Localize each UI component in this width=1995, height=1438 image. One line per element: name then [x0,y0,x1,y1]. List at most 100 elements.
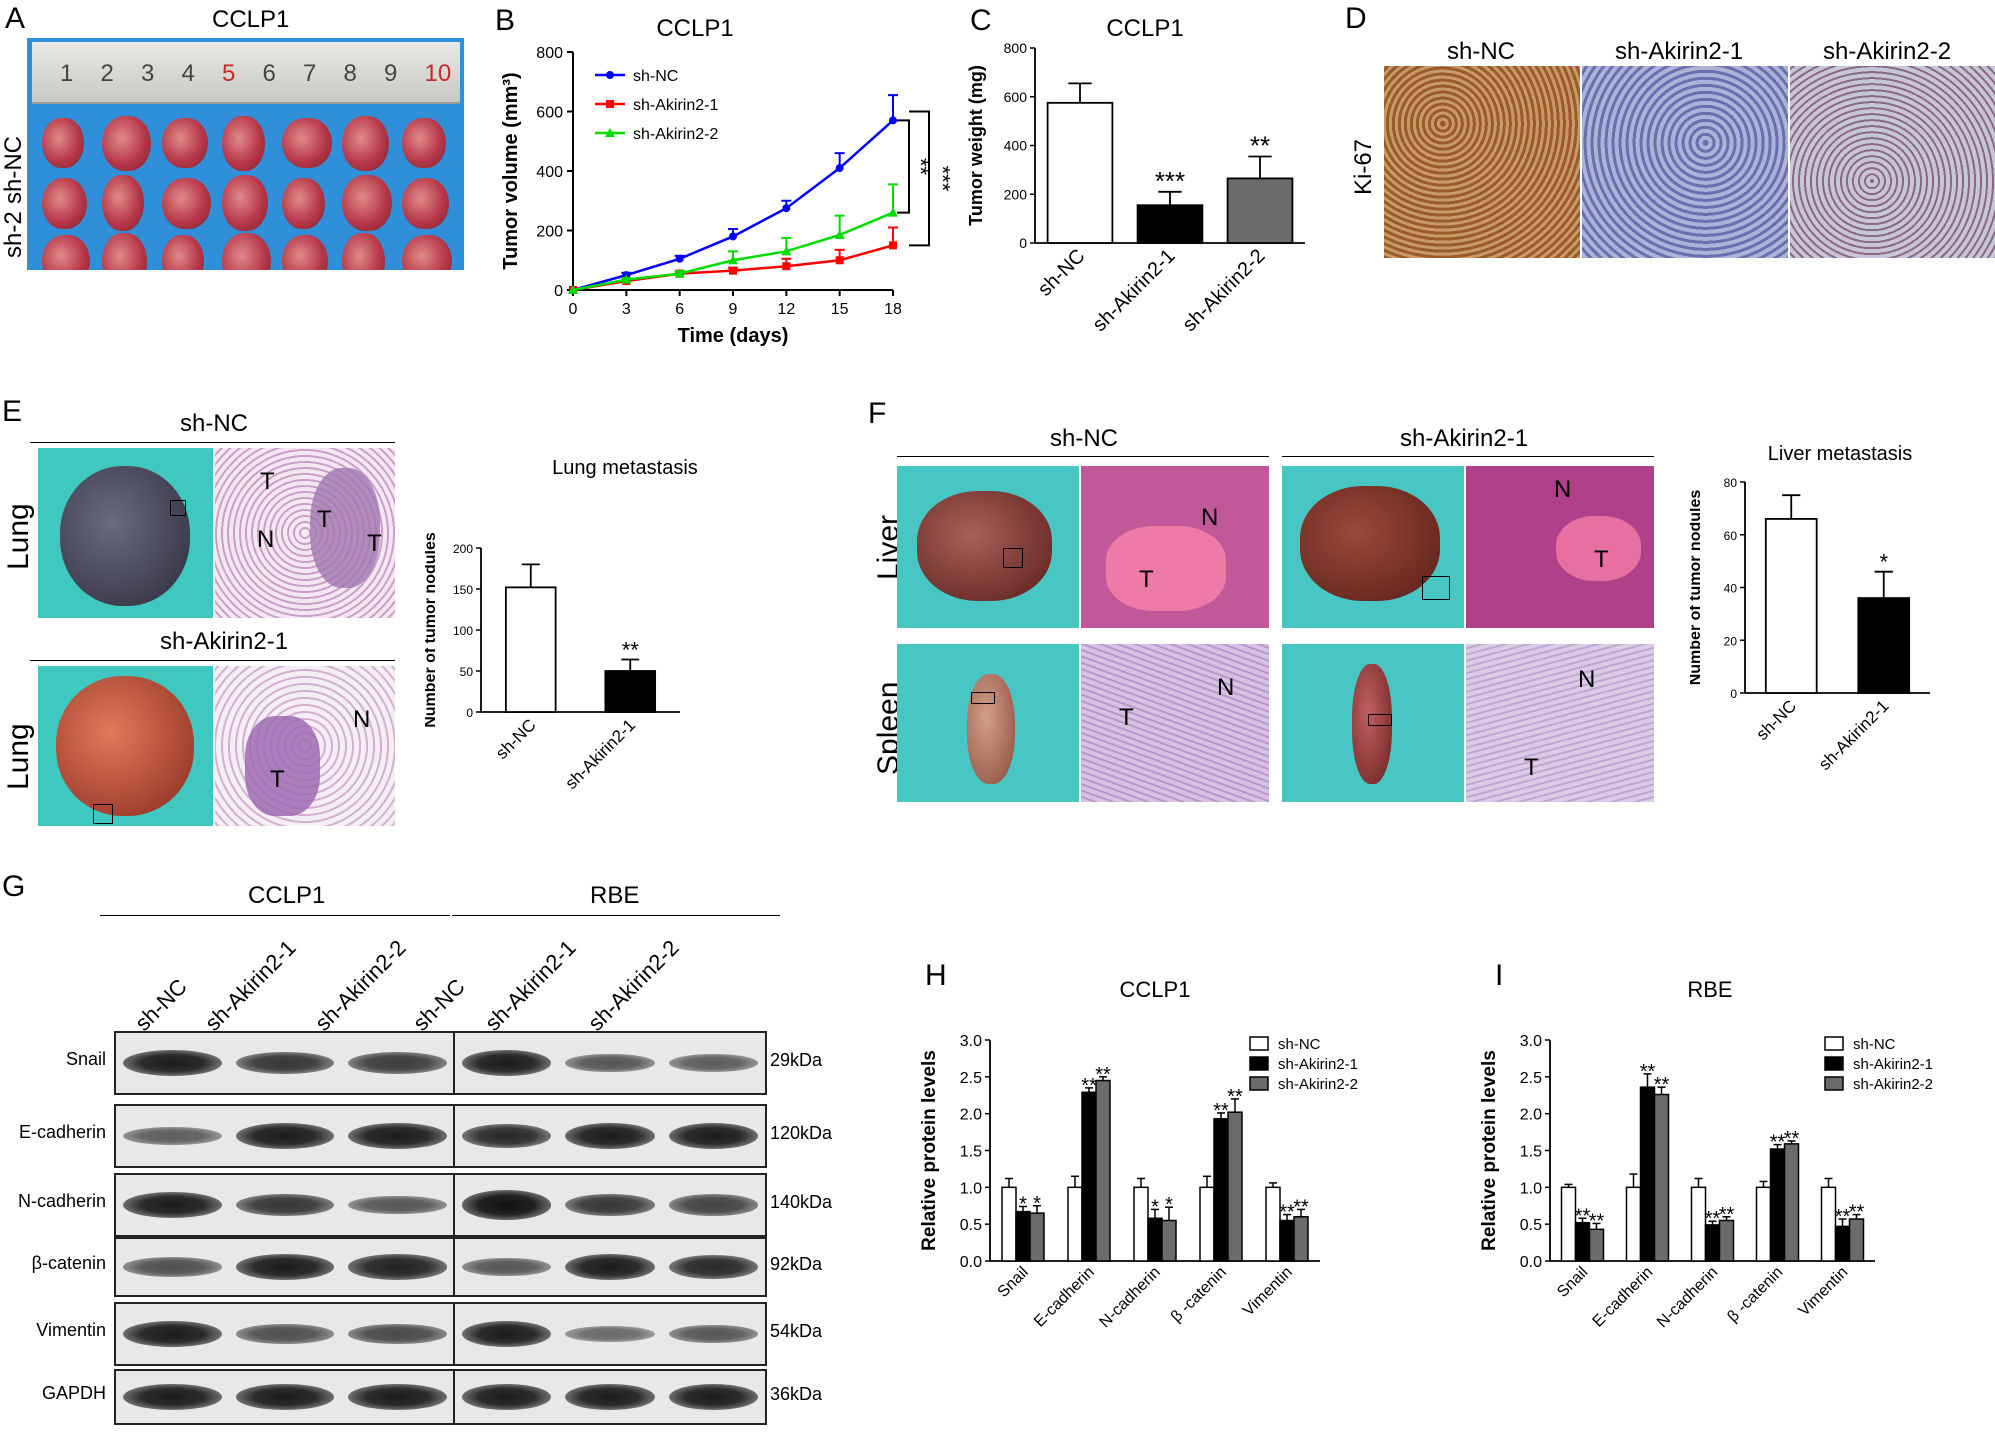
blot-band [235,1193,335,1217]
tumor-photo: 1 2 3 4 5 6 7 8 9 10 [27,38,464,270]
tumor [102,175,144,231]
ihc-col-1: sh-NC [1447,38,1516,65]
data-point [568,285,578,294]
tumor [402,118,446,168]
significance-star: ** [1081,1075,1097,1097]
bar [1265,1186,1281,1262]
legend-swatch [1249,1056,1269,1071]
e-mark-3: T [317,506,332,533]
category-label: Vimentin [1795,1264,1851,1320]
y-tick-label: 0.5 [960,1217,982,1234]
stain-label: Ki-67 [1350,138,1377,195]
f-mark-5: T [1119,704,1134,731]
chart-e-title: Lung metastasis [552,457,698,479]
y-tick-label: 20 [1724,634,1738,648]
bar [1293,1216,1309,1262]
tumor [282,118,332,168]
ihc-image-shnc [1384,66,1580,258]
chart-c: C CCLP1 0 200 400 600 800 sh-NC *** sh-Akirin2-… [966,4,1305,336]
panel-letter-d: D [1345,2,1367,35]
y-tick-label: 1.5 [1520,1144,1542,1161]
x-tick-label: 9 [729,301,738,318]
molecular-weight: 29kDa [770,1050,823,1070]
legend-label: sh-Akirin2-2 [1278,1076,1358,1093]
data-point [674,268,685,278]
chart-e: Lung metastasis 0 50 100 150 200 sh-NC ** sh-Ak… [425,457,698,793]
lung-histology-sh1: T N [215,666,395,826]
f-mark-8: T [1524,754,1539,781]
blot-strip [453,1302,767,1366]
blot-strip [453,1237,767,1297]
blot-band [348,1123,447,1149]
chart-c-title: CCLP1 [1106,15,1183,42]
category-label: sh-NC [1034,245,1090,301]
y-axis-label: Relative protein levels [919,1050,940,1251]
blot-band [235,1324,335,1344]
lane-label: sh-Akirin2-1 [200,935,301,1036]
liver-histology-shnc: N T [1081,466,1269,628]
blot-strip [114,1237,456,1297]
e-mark-5: T [270,766,285,793]
y-tick-label: 400 [536,164,563,181]
ruler: 1 2 3 4 5 6 7 8 9 10 [32,42,460,104]
legend-label: sh-Akirin2-2 [633,126,718,143]
ihc-col-2: sh-Akirin2-1 [1615,38,1744,65]
e-group-line-2 [30,660,395,661]
y-tick-label: 50 [460,665,474,679]
significance-star: ** [1227,1086,1243,1108]
bar [604,670,657,713]
legend-swatch [1824,1036,1844,1051]
bar [1161,1219,1177,1262]
data-point [888,207,898,217]
data-point [782,262,791,271]
tumor [162,118,208,168]
significance-star: * [1033,1193,1041,1215]
panel-letter-a: A [5,2,26,35]
y-tick-label: 1.0 [1520,1180,1542,1197]
blot-band [668,1384,758,1410]
tumor [342,175,392,231]
significance-star: * [1165,1194,1173,1216]
blot-band [235,1254,335,1280]
ihc-image-sh2 [1790,66,1995,258]
liver-photo-sh1 [1282,466,1464,628]
significance-star: ** [1575,1205,1591,1227]
category-label: sh-NC [492,715,539,762]
data-point [729,266,737,275]
y-tick-label: 2.0 [960,1107,982,1124]
blot-band [565,1254,655,1280]
panel-letter-h: H [925,959,947,992]
bar [1690,1186,1707,1262]
data-point [835,164,844,173]
protein-label: Snail [65,1049,106,1069]
protein-label: Vimentin [36,1320,106,1340]
legend-marker [606,71,614,79]
tumor-rows [27,38,464,270]
chart-b: B CCLP1 0 200 400 600 800 0 3 6 9 12 15 18 Time (day… [495,4,950,347]
y-tick-label: 800 [536,45,563,62]
blot-band [668,1324,758,1344]
spleen-histology-shnc: T N [1081,644,1269,802]
blot-band [565,1123,655,1149]
bar [1081,1091,1097,1262]
y-tick-label: 80 [1724,476,1738,490]
chart-f-title: Liver metastasis [1768,443,1913,465]
chart-b-title: CCLP1 [656,15,733,42]
category-label: sh-Akirin2-1 [1815,696,1893,774]
data-point [621,274,632,284]
significance-label: ** [908,158,933,176]
lane-label: sh-Akirin2-2 [583,935,684,1036]
bar [1067,1186,1083,1262]
category-label: N-cadherin [1654,1264,1721,1331]
e-mark-2: N [257,526,275,553]
f-group-shnc: sh-NC [1050,425,1119,452]
significance-star: ** [1770,1132,1786,1154]
ihc-image-sh1 [1582,66,1788,258]
bar [1213,1118,1229,1262]
y-tick-label: 400 [1004,138,1028,154]
bar [1764,518,1818,694]
blot-band [462,1190,552,1220]
data-point [675,254,684,263]
data-point [781,246,792,256]
bar [1783,1143,1800,1262]
